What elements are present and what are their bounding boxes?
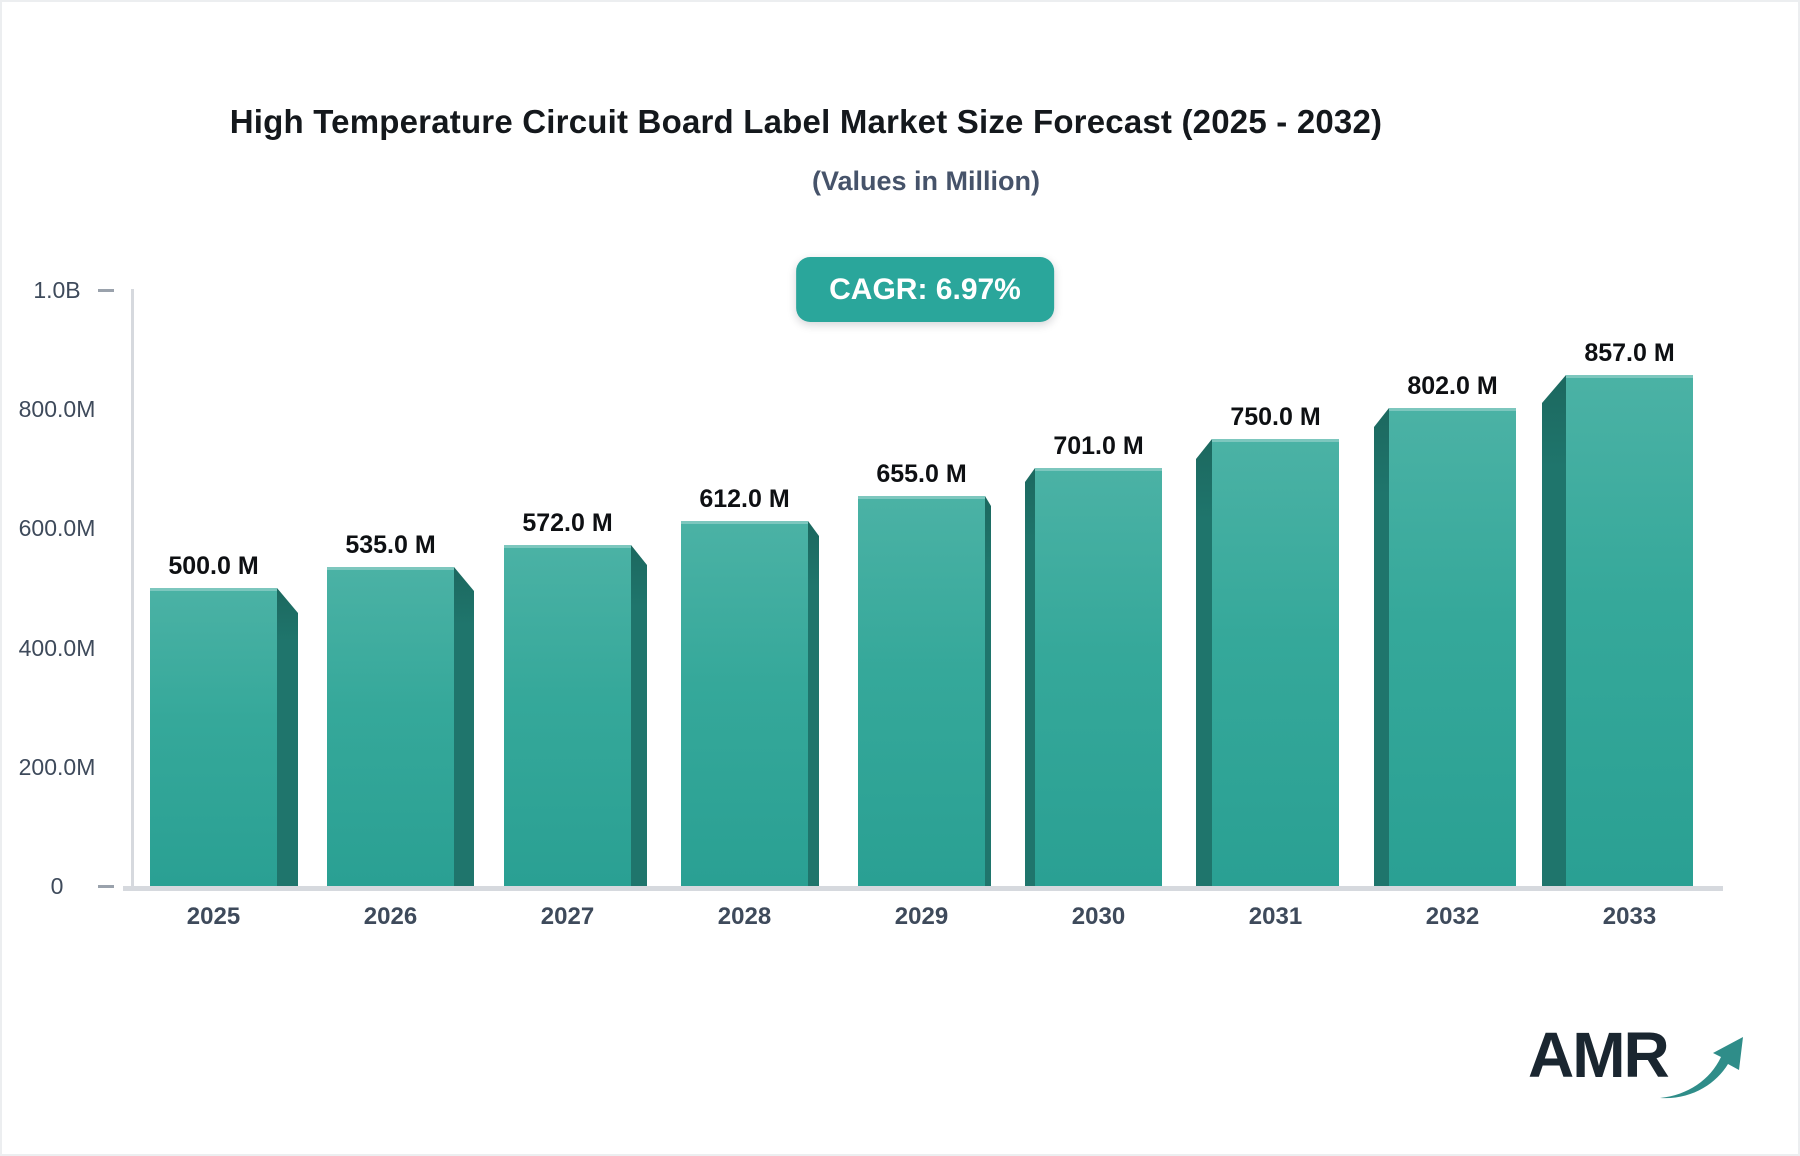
y-axis-label: 200.0M — [18, 753, 96, 780]
x-axis-label: 2027 — [540, 903, 595, 930]
bar-value-label: 572.0 M — [522, 509, 613, 537]
x-axis-label: 2025 — [186, 903, 241, 930]
bar-value-label: 655.0 M — [876, 460, 967, 488]
y-axis-label: 800.0M — [18, 396, 96, 423]
y-axis-tick — [98, 885, 114, 888]
bar-2025 — [150, 588, 298, 886]
bar-3d-side — [1374, 408, 1389, 886]
bar-2026 — [327, 567, 474, 886]
bar-2030 — [1025, 468, 1162, 886]
y-axis-line — [131, 289, 134, 886]
bar-top-highlight — [1035, 468, 1162, 471]
x-axis-label: 2028 — [717, 903, 772, 930]
bar-top-highlight — [1212, 439, 1339, 442]
bar-top-highlight — [1566, 375, 1693, 378]
bar-3d-side — [454, 567, 474, 886]
cagr-badge: CAGR: 6.97% — [796, 257, 1054, 322]
x-axis-label: 2030 — [1071, 903, 1126, 930]
bar-3d-side — [1542, 375, 1566, 886]
bar-3d-side — [631, 545, 647, 886]
bar-value-label: 701.0 M — [1053, 432, 1144, 460]
bar-value-label: 612.0 M — [699, 485, 790, 513]
bar-2028 — [681, 521, 819, 886]
y-axis-label: 1.0B — [33, 277, 81, 303]
bar-2032 — [1374, 408, 1516, 886]
x-axis-label: 2031 — [1248, 903, 1303, 930]
bar-value-label: 500.0 M — [168, 552, 259, 580]
amr-logo: AMR — [1528, 1022, 1746, 1102]
x-axis-label: 2032 — [1425, 903, 1480, 930]
chart-subtitle: (Values in Million) — [811, 166, 1041, 196]
bar-2031 — [1196, 439, 1339, 886]
bar-top-highlight — [681, 521, 808, 524]
y-axis-label: 0 — [50, 873, 64, 899]
bar-top-highlight — [327, 567, 454, 570]
x-axis-label: 2033 — [1602, 903, 1657, 930]
bar-value-label: 750.0 M — [1230, 403, 1321, 431]
bar-2027 — [504, 545, 647, 886]
logo-text: AMR — [1528, 1019, 1670, 1091]
bar-3d-side — [1196, 439, 1212, 886]
bar-top-highlight — [504, 545, 631, 548]
x-axis-baseline — [123, 886, 1723, 891]
x-axis-label: 2026 — [363, 903, 418, 930]
bar-top-highlight — [858, 496, 985, 499]
bar-2029 — [858, 496, 991, 886]
bar-3d-side — [1025, 468, 1035, 886]
bar-2033 — [1542, 375, 1693, 886]
bar-top-highlight — [150, 588, 277, 591]
bar-3d-side — [277, 588, 298, 886]
chart-title: High Temperature Circuit Board Label Mar… — [229, 103, 1383, 140]
y-axis-label: 600.0M — [18, 515, 96, 542]
bar-value-label: 535.0 M — [345, 531, 436, 559]
bar-3d-side — [808, 521, 819, 886]
bar-value-label: 802.0 M — [1407, 372, 1498, 400]
y-axis-label: 400.0M — [18, 634, 96, 661]
bar-value-label: 857.0 M — [1584, 339, 1675, 367]
bar-3d-side — [985, 496, 991, 886]
bar-top-highlight — [1389, 408, 1516, 411]
growth-arrow-icon — [1659, 1037, 1743, 1099]
y-axis-tick — [98, 289, 114, 292]
x-axis-label: 2029 — [894, 903, 949, 930]
